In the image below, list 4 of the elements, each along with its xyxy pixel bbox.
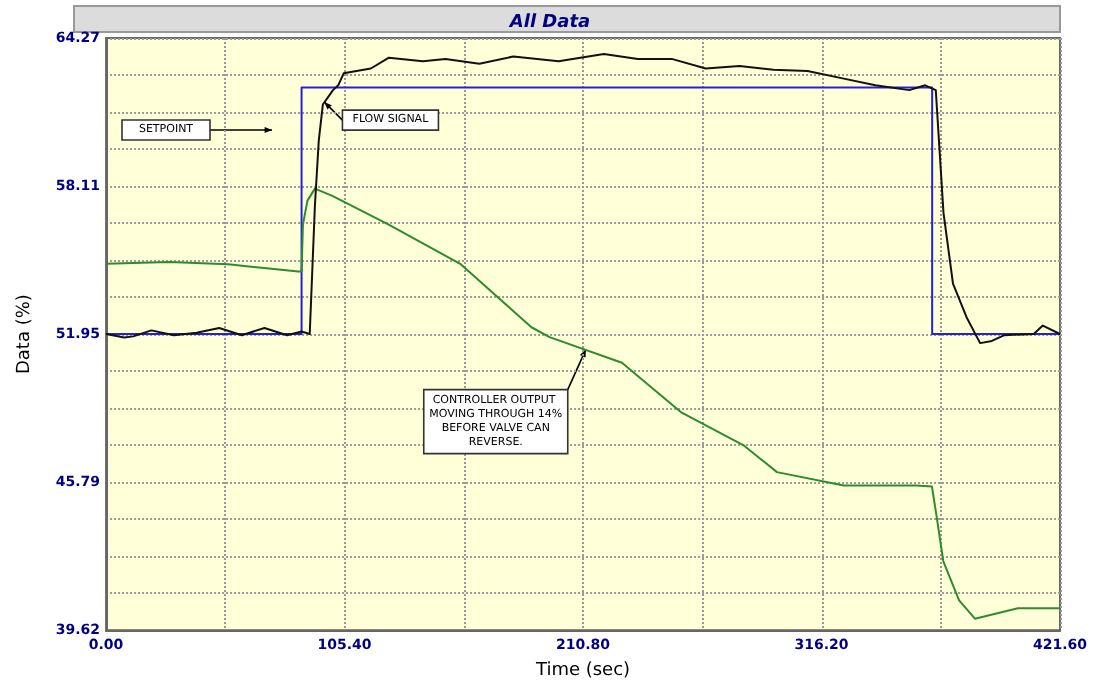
chart-title: All Data [507, 13, 591, 33]
y-axis-title: Data (%) [15, 294, 35, 375]
line-series [105, 187, 1061, 620]
x-axis-title: Time (sec) [533, 661, 631, 681]
